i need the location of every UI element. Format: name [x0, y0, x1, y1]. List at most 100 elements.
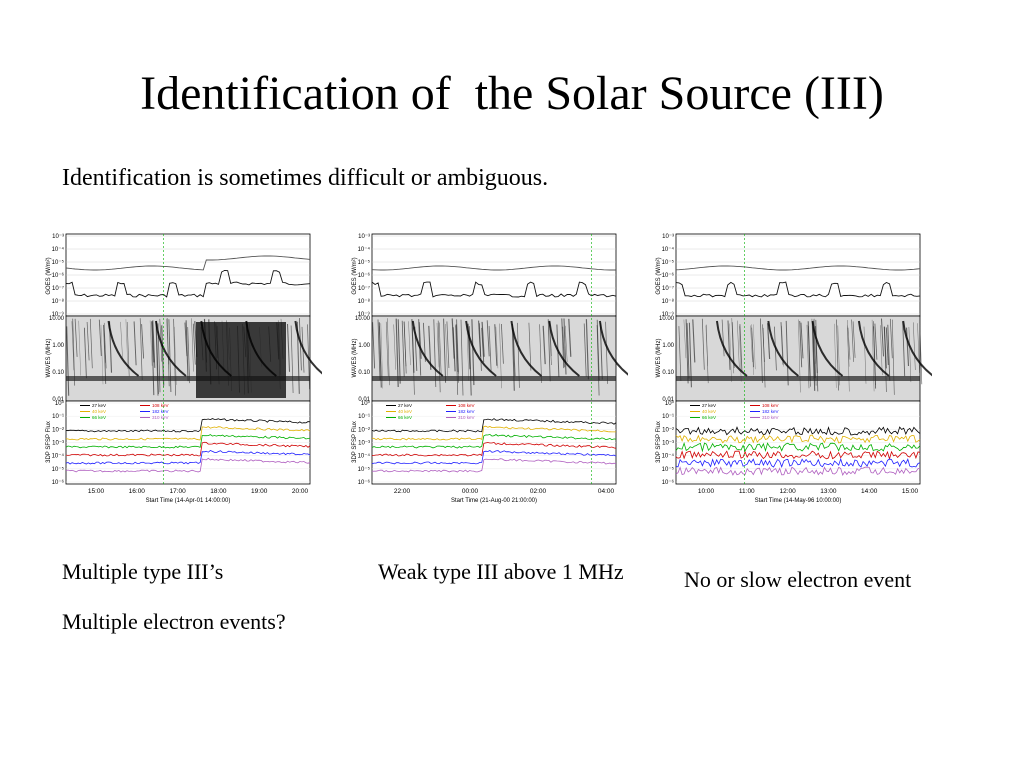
- flux-tick-label: 10⁻¹: [52, 414, 64, 420]
- legend-label: 108 keV: [762, 403, 779, 408]
- radio-burst: [387, 318, 390, 386]
- radio-burst: [446, 321, 450, 369]
- goes-tick-label: 10⁻⁵: [662, 259, 675, 266]
- radio-burst: [542, 325, 546, 365]
- radio-burst: [72, 318, 76, 386]
- flux-series-182-keV: [65, 450, 311, 465]
- radio-burst: [889, 318, 893, 359]
- goes-tick-label: 10⁻⁶: [358, 272, 371, 279]
- radio-burst: [445, 323, 448, 376]
- radio-burst: [125, 319, 129, 370]
- radio-burst: [729, 323, 732, 383]
- radio-burst: [917, 323, 920, 373]
- radio-burst: [486, 320, 490, 357]
- flux-series-27-keV: [65, 418, 311, 433]
- radio-burst: [908, 326, 912, 383]
- goes-tick-label: 10⁻⁸: [52, 298, 65, 305]
- radio-burst: [852, 321, 856, 358]
- radio-burst: [885, 327, 889, 365]
- legend-label: 182 keV: [762, 409, 779, 414]
- caption-2: Weak type III above 1 MHz: [378, 556, 628, 588]
- goes-short-channel: [371, 281, 617, 298]
- type-iii-burst: [767, 320, 799, 377]
- radio-burst: [495, 326, 499, 369]
- waves-tick-label: 1.00: [662, 343, 674, 349]
- radio-burst: [428, 325, 432, 370]
- waves-tick-label: 10.00: [659, 316, 675, 322]
- flux-tick-label: 10⁻⁵: [52, 466, 65, 473]
- flux-series-27-keV: [371, 418, 617, 433]
- radio-burst: [739, 324, 743, 371]
- radio-burst: [149, 320, 153, 366]
- x-axis-label: Start Time (21-Aug-00 21:00:00): [451, 498, 537, 504]
- radio-burst: [678, 326, 682, 382]
- radio-burst: [86, 322, 90, 361]
- flux-tick-label: 10⁻⁴: [358, 453, 371, 460]
- x-tick-label: 17:00: [169, 488, 186, 495]
- legend-label: 310 keV: [152, 415, 169, 420]
- radio-burst: [750, 325, 753, 363]
- radio-burst: [286, 323, 291, 372]
- waves-tick-label: 0.01: [358, 397, 370, 403]
- flux-series-108-keV: [675, 450, 921, 461]
- radio-burst: [807, 321, 811, 381]
- radio-burst: [173, 318, 176, 396]
- radio-burst: [443, 318, 447, 383]
- goes-tick-label: 10⁻⁸: [662, 298, 675, 305]
- goes-tick-label: 10⁻⁶: [52, 272, 65, 279]
- waves-tick-label: 0.01: [662, 397, 674, 403]
- radio-burst: [481, 327, 485, 363]
- radio-burst: [89, 318, 93, 369]
- radio-burst: [737, 320, 740, 368]
- legend-label: 310 keV: [458, 415, 475, 420]
- waves-tick-label: 0.10: [358, 370, 370, 376]
- x-tick-label: 02:00: [530, 488, 547, 495]
- radio-burst: [686, 323, 690, 379]
- radio-burst: [913, 322, 916, 370]
- radio-burst: [98, 319, 102, 357]
- radio-burst: [605, 321, 608, 384]
- goes-tick-label: 10⁻⁵: [52, 259, 65, 266]
- radio-burst: [103, 322, 107, 369]
- radio-burst: [187, 327, 191, 384]
- flux-axis-label: 3DP SFSP Flux: [46, 421, 52, 463]
- radio-burst: [721, 319, 725, 357]
- radio-burst: [902, 321, 906, 377]
- chart-panel-3: GOES (W/m²) WAVES (MHz) 3DP SFSP Flux 10⁻³ 1…: [652, 226, 932, 516]
- flux-series-182-keV: [371, 450, 617, 465]
- flux-tick-label: 10⁻²: [358, 427, 370, 433]
- flux-tick-label: 10⁻¹: [358, 414, 370, 420]
- flux-series-66-keV: [65, 434, 311, 449]
- radio-burst: [501, 323, 504, 364]
- radio-storm: [196, 322, 286, 398]
- waves-axis-label: WAVES (MHz): [46, 339, 52, 378]
- radio-burst: [418, 322, 422, 359]
- x-tick-label: 19:00: [251, 488, 268, 495]
- radio-burst: [488, 325, 492, 371]
- x-tick-label: 20:00: [292, 488, 309, 495]
- radio-burst: [851, 319, 854, 362]
- radio-burst: [539, 324, 542, 383]
- flux-tick-label: 10⁻³: [52, 441, 64, 447]
- waves-tick-label: 0.10: [52, 370, 64, 376]
- flux-series-66-keV: [371, 433, 617, 449]
- radio-burst: [120, 321, 123, 358]
- goes-axis-label: GOES (W/m²): [656, 257, 662, 294]
- x-tick-label: 12:00: [779, 488, 796, 495]
- legend-label: 40 keV: [702, 409, 716, 414]
- flux-tick-label: 10⁰: [55, 400, 65, 407]
- x-tick-label: 00:00: [462, 488, 479, 495]
- waves-tick-label: 1.00: [52, 343, 64, 349]
- radio-burst: [731, 322, 735, 368]
- goes-tick-label: 10⁻⁸: [358, 298, 371, 305]
- slide-title: Identification of the Solar Source (III): [140, 67, 884, 120]
- type-iii-burst: [294, 320, 322, 375]
- goes-tick-label: 10⁻⁴: [358, 246, 371, 253]
- radio-burst: [103, 324, 106, 363]
- radio-burst: [481, 321, 485, 357]
- radio-band: [676, 376, 920, 381]
- caption-1: Multiple type III’s Multiple electron ev…: [62, 556, 322, 638]
- radio-burst: [377, 319, 381, 381]
- x-tick-label: 13:00: [820, 488, 837, 495]
- radio-burst: [692, 319, 696, 363]
